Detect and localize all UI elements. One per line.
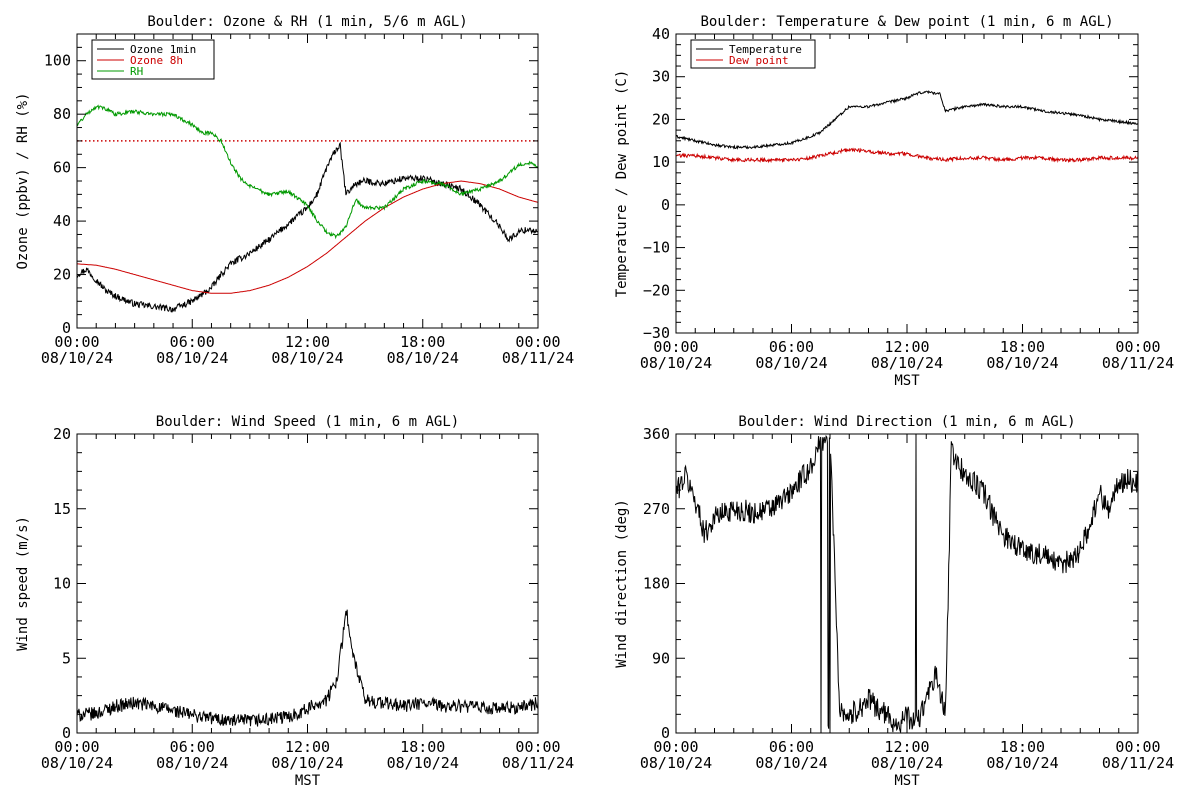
x-tick-time-label: 12:00 — [884, 738, 929, 756]
chart-title: Boulder: Wind Direction (1 min, 6 m AGL) — [738, 414, 1075, 430]
x-tick-date-label: 08/10/24 — [986, 754, 1058, 772]
x-tick-time-label: 12:00 — [285, 333, 330, 351]
legend-entry: Ozone 1min — [130, 43, 196, 56]
y-tick-label: 360 — [643, 425, 670, 443]
y-tick-label: 20 — [53, 425, 71, 443]
x-tick-date-label: 08/10/24 — [871, 754, 943, 772]
x-tick-date-label: 08/10/24 — [156, 754, 228, 772]
y-tick-label: 10 — [53, 575, 71, 593]
y-tick-label: 20 — [53, 266, 71, 284]
x-tick-time-label: 18:00 — [400, 738, 445, 756]
plot-frame — [675, 433, 1139, 734]
y-axis-label: Wind direction (deg) — [614, 499, 630, 668]
legend-box — [690, 39, 816, 69]
x-tick-time-label: 00:00 — [515, 333, 560, 351]
x-tick-time-label: 06:00 — [170, 738, 215, 756]
y-tick-label: 5 — [62, 649, 71, 667]
x-tick-date-label: 08/10/24 — [871, 354, 943, 372]
x-tick-time-label: 18:00 — [1000, 738, 1045, 756]
x-tick-time-label: 00:00 — [54, 333, 99, 351]
x-tick-time-label: 00:00 — [653, 738, 698, 756]
y-tick-label: −30 — [643, 324, 670, 342]
series-line-ozone-1min — [76, 141, 539, 313]
x-tick-date-label: 08/10/24 — [387, 349, 459, 367]
x-tick-date-label: 08/10/24 — [387, 754, 459, 772]
y-tick-label: −20 — [643, 281, 670, 299]
x-tick-time-label: 18:00 — [1000, 338, 1045, 356]
x-tick-time-label: 00:00 — [515, 738, 560, 756]
y-tick-label: 10 — [652, 153, 670, 171]
series-line-dew-point — [675, 147, 1139, 164]
y-tick-label: −10 — [643, 239, 670, 257]
x-tick-date-label: 08/11/24 — [502, 754, 574, 772]
y-tick-label: 40 — [53, 212, 71, 230]
y-tick-label: 90 — [652, 649, 670, 667]
series-line — [675, 434, 1139, 733]
x-tick-time-label: 06:00 — [769, 338, 814, 356]
legend-entry: Temperature — [729, 43, 802, 56]
legend-entry: RH — [130, 65, 143, 78]
y-tick-label: 270 — [643, 500, 670, 518]
x-tick-date-label: 08/10/24 — [271, 349, 343, 367]
y-tick-label: 0 — [62, 724, 71, 742]
x-tick-date-label: 08/10/24 — [41, 754, 113, 772]
x-tick-date-label: 08/10/24 — [755, 754, 827, 772]
chart-panel-3: Boulder: Wind Speed (1 min, 6 m AGL) 0 5 10… — [15, 414, 574, 789]
series-line-ozone-8h — [77, 180, 539, 294]
y-axis-label: Wind speed (m/s) — [15, 516, 31, 651]
chart-title: Boulder: Wind Speed (1 min, 6 m AGL) — [156, 414, 459, 430]
chart-panel-2: Boulder: Temperature & Dew point (1 min,… — [614, 14, 1174, 389]
x-tick-time-label: 00:00 — [1115, 338, 1160, 356]
legend-entry: Ozone 8h — [130, 54, 183, 67]
y-tick-label: 0 — [62, 319, 71, 337]
series-line-rh — [76, 104, 539, 240]
series-line-temperature — [675, 90, 1139, 150]
y-tick-label: 0 — [661, 724, 670, 742]
series-line — [76, 609, 539, 727]
y-tick-label: 0 — [661, 196, 670, 214]
x-tick-date-label: 08/10/24 — [271, 754, 343, 772]
plot-frame — [675, 33, 1139, 334]
y-tick-label: 100 — [44, 52, 71, 70]
x-tick-time-label: 06:00 — [769, 738, 814, 756]
y-tick-label: 40 — [652, 25, 670, 43]
x-tick-date-label: 08/10/24 — [640, 754, 712, 772]
x-tick-date-label: 08/10/24 — [640, 354, 712, 372]
x-tick-time-label: 12:00 — [884, 338, 929, 356]
x-tick-date-label: 08/11/24 — [502, 349, 574, 367]
x-tick-date-label: 08/11/24 — [1102, 354, 1174, 372]
x-tick-time-label: 18:00 — [400, 333, 445, 351]
chart-panel-4: Boulder: Wind Direction (1 min, 6 m AGL)… — [614, 414, 1174, 789]
y-axis-label: Ozone (ppbv) / RH (%) — [15, 92, 31, 269]
x-tick-time-label: 00:00 — [653, 338, 698, 356]
x-tick-date-label: 08/10/24 — [156, 349, 228, 367]
chart-title: Boulder: Ozone & RH (1 min, 5/6 m AGL) — [147, 14, 467, 30]
x-tick-date-label: 08/10/24 — [755, 354, 827, 372]
x-axis-label: MST — [894, 773, 920, 789]
x-tick-date-label: 08/10/24 — [986, 354, 1058, 372]
plot-frame — [76, 433, 539, 734]
chart-title: Boulder: Temperature & Dew point (1 min,… — [700, 14, 1113, 30]
legend-entry: Dew point — [729, 54, 789, 67]
y-axis-label: Temperature / Dew point (C) — [614, 70, 630, 298]
x-axis-label: MST — [894, 373, 920, 389]
x-tick-date-label: 08/10/24 — [41, 349, 113, 367]
x-axis-label: MST — [295, 773, 321, 789]
y-tick-label: 180 — [643, 575, 670, 593]
x-tick-time-label: 00:00 — [1115, 738, 1160, 756]
x-tick-time-label: 06:00 — [170, 333, 215, 351]
y-tick-label: 20 — [652, 110, 670, 128]
y-tick-label: 30 — [652, 68, 670, 86]
y-tick-label: 15 — [53, 500, 71, 518]
x-tick-date-label: 08/11/24 — [1102, 754, 1174, 772]
x-tick-time-label: 00:00 — [54, 738, 99, 756]
chart-panel-1: Boulder: Ozone & RH (1 min, 5/6 m AGL) 0 2… — [15, 14, 574, 367]
y-tick-label: 80 — [53, 105, 71, 123]
y-tick-label: 60 — [53, 159, 71, 177]
x-tick-time-label: 12:00 — [285, 738, 330, 756]
